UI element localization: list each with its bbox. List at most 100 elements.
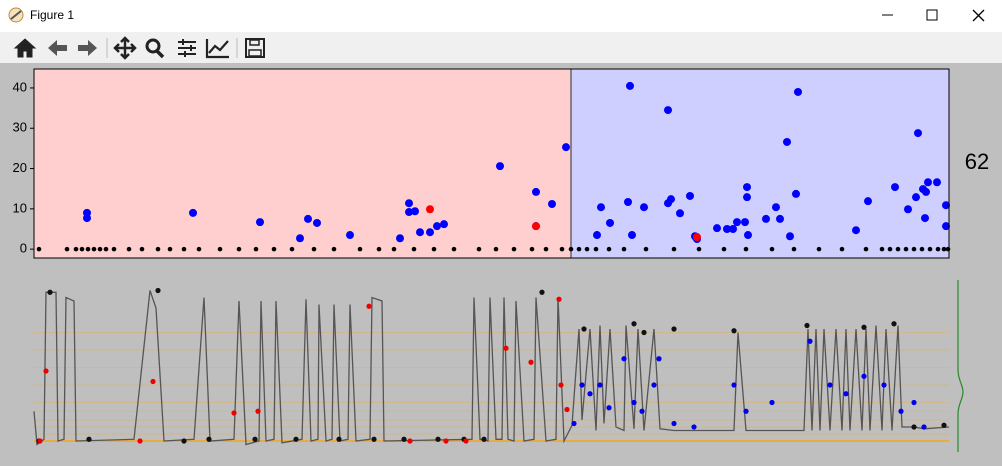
point (181, 438, 187, 444)
point (942, 201, 950, 210)
point (597, 203, 605, 212)
point (731, 328, 737, 334)
point (769, 246, 775, 252)
point (606, 218, 614, 227)
point (713, 224, 721, 233)
axes-frame (33, 68, 950, 259)
point (293, 436, 299, 442)
point (43, 368, 49, 374)
zoom-button[interactable] (145, 38, 165, 59)
home-button[interactable] (13, 38, 37, 58)
point (741, 218, 749, 227)
point (91, 246, 97, 252)
point (903, 246, 909, 252)
point (671, 326, 677, 332)
point (103, 246, 109, 252)
point (64, 246, 70, 252)
maximize-button[interactable] (926, 9, 938, 21)
point (621, 356, 627, 362)
point (576, 246, 582, 252)
density-curve (957, 280, 964, 452)
point (476, 246, 482, 252)
point (743, 246, 749, 252)
point (898, 408, 904, 414)
point (496, 162, 504, 171)
configure-button[interactable] (178, 39, 196, 57)
point (47, 289, 53, 295)
point (864, 197, 872, 206)
window-title: Figure 1 (30, 8, 74, 22)
point (231, 410, 237, 416)
point (639, 408, 645, 414)
point (852, 226, 860, 235)
point (606, 246, 612, 252)
point (839, 246, 845, 252)
plot-scatter: 0 10 20 30 40 (13, 68, 951, 259)
point (891, 183, 899, 192)
point (807, 338, 813, 344)
y-tick-label: 10 (13, 200, 27, 215)
point (671, 246, 677, 252)
point (543, 246, 549, 252)
point (744, 231, 752, 240)
point (532, 187, 540, 196)
point (922, 187, 930, 196)
point (181, 246, 187, 252)
point (626, 81, 634, 90)
point (206, 436, 212, 442)
back-button[interactable] (48, 40, 67, 56)
close-button[interactable] (972, 9, 985, 22)
point (371, 436, 377, 442)
save-button[interactable] (245, 38, 265, 58)
point (911, 424, 917, 430)
point (691, 424, 697, 430)
point (743, 183, 751, 192)
point (881, 382, 887, 388)
point (731, 382, 737, 388)
annotation: 62 (965, 149, 989, 174)
point (593, 246, 599, 252)
point (762, 214, 770, 223)
span (34, 69, 571, 258)
point (435, 436, 441, 442)
point (511, 246, 517, 252)
point (664, 106, 672, 115)
point (919, 246, 925, 252)
point (79, 246, 85, 252)
point (289, 246, 295, 252)
span (571, 69, 949, 258)
forward-button[interactable] (78, 40, 97, 56)
point (357, 246, 363, 252)
point (528, 359, 534, 365)
point (723, 224, 731, 233)
point (651, 382, 657, 388)
point (621, 246, 627, 252)
point (733, 218, 741, 227)
point (921, 214, 929, 223)
axes-button[interactable] (205, 39, 229, 59)
point (37, 438, 43, 444)
point (366, 303, 372, 309)
point (671, 420, 677, 427)
pan-button[interactable] (113, 36, 137, 60)
point (891, 321, 897, 327)
point (217, 246, 223, 252)
point (643, 246, 649, 252)
point (529, 246, 535, 252)
point (597, 382, 603, 388)
point (794, 87, 802, 96)
point (641, 329, 647, 336)
point (792, 189, 800, 198)
point (584, 246, 590, 252)
point (887, 246, 893, 252)
point (155, 287, 161, 294)
point (696, 246, 702, 252)
point (137, 438, 143, 444)
app-icon (8, 7, 24, 23)
point (786, 232, 794, 241)
point (150, 378, 156, 385)
point (816, 246, 822, 252)
point (426, 228, 434, 237)
point (559, 246, 565, 252)
